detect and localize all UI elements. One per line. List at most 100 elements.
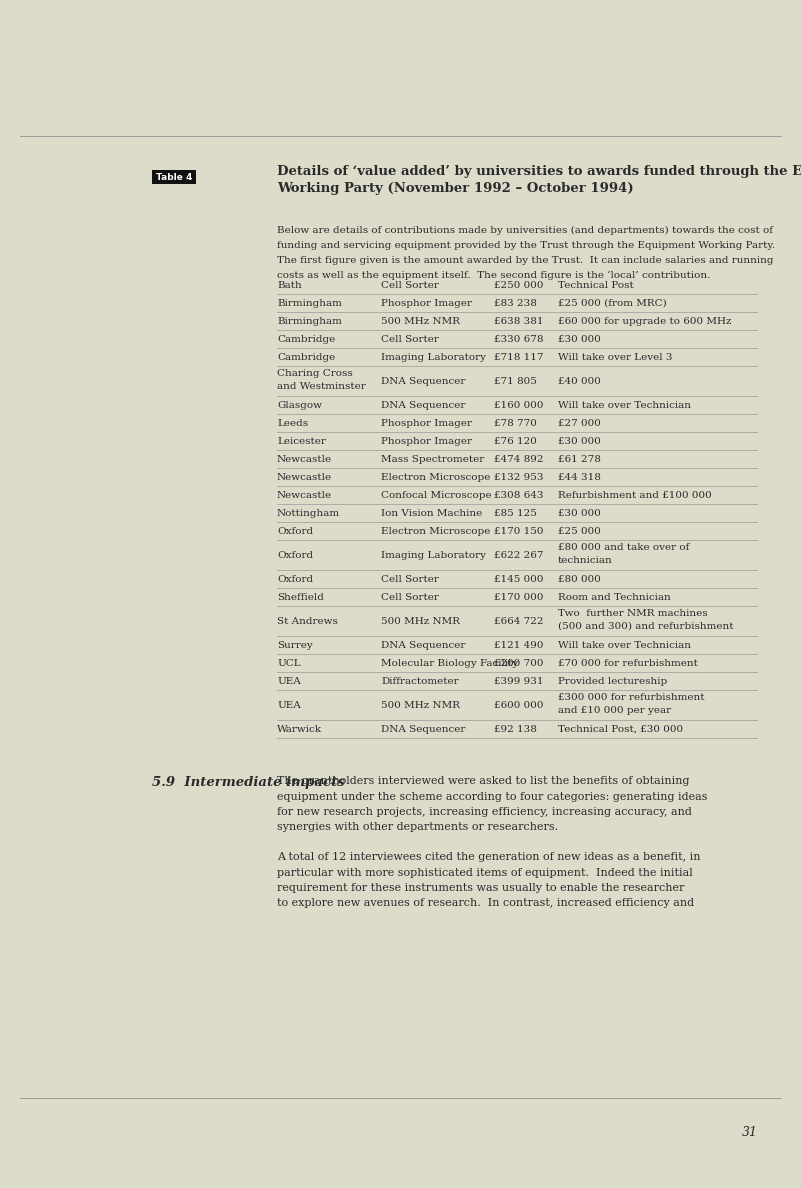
Text: Phosphor Imager: Phosphor Imager bbox=[381, 298, 472, 308]
Text: Nottingham: Nottingham bbox=[277, 508, 340, 518]
Text: The first figure given is the amount awarded by the Trust.  It can include salar: The first figure given is the amount awa… bbox=[277, 255, 774, 265]
Bar bbox=[152, 170, 196, 184]
Text: Birmingham: Birmingham bbox=[277, 298, 342, 308]
Text: £80 000: £80 000 bbox=[558, 575, 601, 583]
Text: Warwick: Warwick bbox=[277, 725, 322, 733]
Text: £638 381: £638 381 bbox=[494, 316, 544, 326]
Text: £664 722: £664 722 bbox=[494, 617, 544, 626]
Text: £61 278: £61 278 bbox=[558, 455, 601, 463]
Text: £27 000: £27 000 bbox=[558, 418, 601, 428]
Text: £250 000: £250 000 bbox=[494, 280, 544, 290]
Text: Oxford: Oxford bbox=[277, 526, 313, 536]
Text: £70 000 for refurbishment: £70 000 for refurbishment bbox=[558, 658, 698, 668]
Text: £85 125: £85 125 bbox=[494, 508, 537, 518]
Text: £600 000: £600 000 bbox=[494, 701, 544, 709]
Text: Provided lectureship: Provided lectureship bbox=[558, 676, 667, 685]
Text: Cell Sorter: Cell Sorter bbox=[381, 593, 439, 601]
Text: £83 238: £83 238 bbox=[494, 298, 537, 308]
Text: Will take over Technician: Will take over Technician bbox=[558, 640, 691, 650]
Text: technician: technician bbox=[558, 556, 613, 565]
Text: £30 000: £30 000 bbox=[558, 335, 601, 343]
Text: Ion Vision Machine: Ion Vision Machine bbox=[381, 508, 482, 518]
Text: 500 MHz NMR: 500 MHz NMR bbox=[381, 617, 460, 626]
Text: £308 643: £308 643 bbox=[494, 491, 544, 499]
Text: £30 000: £30 000 bbox=[558, 436, 601, 446]
Text: DNA Sequencer: DNA Sequencer bbox=[381, 400, 465, 410]
Text: £60 000 for upgrade to 600 MHz: £60 000 for upgrade to 600 MHz bbox=[558, 316, 731, 326]
Text: Will take over Level 3: Will take over Level 3 bbox=[558, 353, 673, 361]
Text: 31: 31 bbox=[742, 1126, 758, 1139]
Text: requirement for these instruments was usually to enable the researcher: requirement for these instruments was us… bbox=[277, 883, 684, 893]
Text: equipment under the scheme according to four categories: generating ideas: equipment under the scheme according to … bbox=[277, 791, 707, 802]
Text: Electron Microscope: Electron Microscope bbox=[381, 473, 490, 481]
Text: £718 117: £718 117 bbox=[494, 353, 544, 361]
Text: Cell Sorter: Cell Sorter bbox=[381, 575, 439, 583]
Text: Will take over Technician: Will take over Technician bbox=[558, 400, 691, 410]
Text: Cell Sorter: Cell Sorter bbox=[381, 280, 439, 290]
Text: £132 953: £132 953 bbox=[494, 473, 544, 481]
Text: £40 000: £40 000 bbox=[558, 377, 601, 385]
Text: Technical Post: Technical Post bbox=[558, 280, 634, 290]
Text: and Westminster: and Westminster bbox=[277, 383, 366, 391]
Text: to explore new avenues of research.  In contrast, increased efficiency and: to explore new avenues of research. In c… bbox=[277, 898, 694, 909]
Text: Newcastle: Newcastle bbox=[277, 491, 332, 499]
Text: £622 267: £622 267 bbox=[494, 550, 544, 560]
Text: The grantholders interviewed were asked to list the benefits of obtaining: The grantholders interviewed were asked … bbox=[277, 776, 690, 786]
Text: (500 and 300) and refurbishment: (500 and 300) and refurbishment bbox=[558, 623, 734, 631]
Text: £399 931: £399 931 bbox=[494, 676, 544, 685]
Text: UCL: UCL bbox=[277, 658, 300, 668]
Text: particular with more sophisticated items of equipment.  Indeed the initial: particular with more sophisticated items… bbox=[277, 867, 693, 878]
Text: Glasgow: Glasgow bbox=[277, 400, 322, 410]
Text: Newcastle: Newcastle bbox=[277, 473, 332, 481]
Text: Two  further NMR machines: Two further NMR machines bbox=[558, 609, 707, 618]
Text: £76 120: £76 120 bbox=[494, 436, 537, 446]
Text: Confocal Microscope: Confocal Microscope bbox=[381, 491, 492, 499]
Text: £330 678: £330 678 bbox=[494, 335, 544, 343]
Text: DNA Sequencer: DNA Sequencer bbox=[381, 377, 465, 385]
Text: Leeds: Leeds bbox=[277, 418, 308, 428]
Text: £300 000 for refurbishment: £300 000 for refurbishment bbox=[558, 693, 705, 702]
Text: £170 000: £170 000 bbox=[494, 593, 544, 601]
Text: Working Party (November 1992 – October 1994): Working Party (November 1992 – October 1… bbox=[277, 182, 634, 195]
Text: £25 000 (from MRC): £25 000 (from MRC) bbox=[558, 298, 666, 308]
Text: 5.9  Intermediate impacts: 5.9 Intermediate impacts bbox=[152, 776, 344, 789]
Text: £200 700: £200 700 bbox=[494, 658, 544, 668]
Text: 500 MHz NMR: 500 MHz NMR bbox=[381, 316, 460, 326]
Text: Technical Post, £30 000: Technical Post, £30 000 bbox=[558, 725, 683, 733]
Text: Refurbishment and £100 000: Refurbishment and £100 000 bbox=[558, 491, 712, 499]
Text: UEA: UEA bbox=[277, 676, 300, 685]
Text: £80 000 and take over of: £80 000 and take over of bbox=[558, 543, 690, 552]
Text: £92 138: £92 138 bbox=[494, 725, 537, 733]
Text: £145 000: £145 000 bbox=[494, 575, 544, 583]
Text: £78 770: £78 770 bbox=[494, 418, 537, 428]
Text: Details of ‘value added’ by universities to awards funded through the Equipment: Details of ‘value added’ by universities… bbox=[277, 165, 801, 178]
Text: Room and Technician: Room and Technician bbox=[558, 593, 670, 601]
Text: £160 000: £160 000 bbox=[494, 400, 544, 410]
Text: Imaging Laboratory: Imaging Laboratory bbox=[381, 550, 486, 560]
Text: £474 892: £474 892 bbox=[494, 455, 544, 463]
Text: £30 000: £30 000 bbox=[558, 508, 601, 518]
Text: Cell Sorter: Cell Sorter bbox=[381, 335, 439, 343]
Text: Phosphor Imager: Phosphor Imager bbox=[381, 418, 472, 428]
Text: Below are details of contributions made by universities (and departments) toward: Below are details of contributions made … bbox=[277, 226, 773, 235]
Text: Diffractometer: Diffractometer bbox=[381, 676, 459, 685]
Text: and £10 000 per year: and £10 000 per year bbox=[558, 706, 671, 715]
Text: Table 4: Table 4 bbox=[156, 172, 192, 182]
Text: £170 150: £170 150 bbox=[494, 526, 544, 536]
Text: Leicester: Leicester bbox=[277, 436, 326, 446]
Text: £25 000: £25 000 bbox=[558, 526, 601, 536]
Text: Imaging Laboratory: Imaging Laboratory bbox=[381, 353, 486, 361]
Text: 500 MHz NMR: 500 MHz NMR bbox=[381, 701, 460, 709]
Text: UEA: UEA bbox=[277, 701, 300, 709]
Text: £71 805: £71 805 bbox=[494, 377, 537, 385]
Text: Sheffield: Sheffield bbox=[277, 593, 324, 601]
Text: £121 490: £121 490 bbox=[494, 640, 544, 650]
Text: Molecular Biology Facility: Molecular Biology Facility bbox=[381, 658, 518, 668]
Text: costs as well as the equipment itself.  The second figure is the ‘local’ contrib: costs as well as the equipment itself. T… bbox=[277, 271, 710, 280]
Text: Surrey: Surrey bbox=[277, 640, 312, 650]
Text: Phosphor Imager: Phosphor Imager bbox=[381, 436, 472, 446]
Text: Newcastle: Newcastle bbox=[277, 455, 332, 463]
Text: for new research projects, increasing efficiency, increasing accuracy, and: for new research projects, increasing ef… bbox=[277, 807, 692, 817]
Text: £44 318: £44 318 bbox=[558, 473, 601, 481]
Text: funding and servicing equipment provided by the Trust through the Equipment Work: funding and servicing equipment provided… bbox=[277, 241, 775, 249]
